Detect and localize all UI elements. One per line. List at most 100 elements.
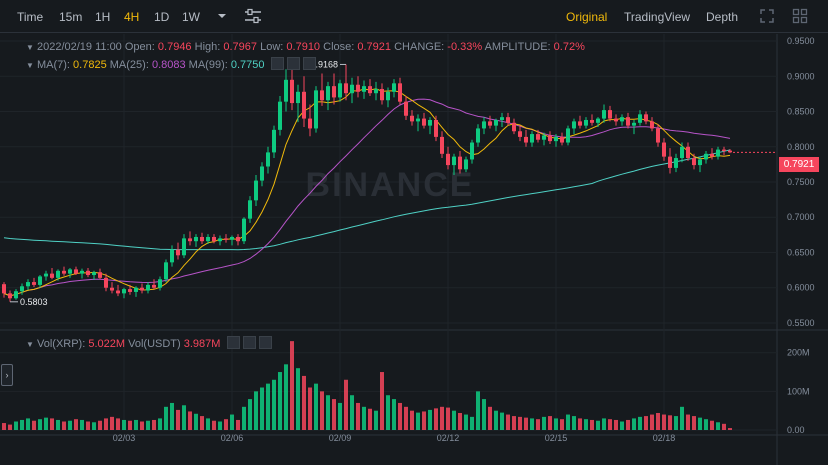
candle-body bbox=[26, 282, 30, 287]
vol-collapse-icon[interactable]: ▼ bbox=[26, 340, 34, 349]
volume-bar bbox=[320, 391, 324, 430]
ohlc-collapse-icon[interactable]: ▼ bbox=[26, 43, 34, 52]
volume-bar bbox=[266, 383, 270, 430]
volume-bar bbox=[272, 379, 276, 430]
volume-bar bbox=[590, 419, 594, 430]
candle-body bbox=[224, 238, 228, 240]
volume-bar bbox=[620, 421, 624, 430]
vol-settings-icon[interactable] bbox=[226, 336, 240, 349]
volume-bar bbox=[386, 395, 390, 430]
candle-body bbox=[368, 86, 372, 94]
candle-body bbox=[614, 118, 618, 122]
interval-dropdown-icon[interactable] bbox=[216, 11, 228, 21]
volume-bar bbox=[326, 395, 330, 430]
view-tradingview[interactable]: TradingView bbox=[624, 10, 691, 24]
volume-bar bbox=[596, 420, 600, 430]
settings-sliders-icon[interactable] bbox=[243, 8, 263, 24]
candle-body bbox=[590, 119, 594, 123]
interval-time[interactable]: Time bbox=[17, 10, 44, 24]
candle-body bbox=[176, 249, 180, 256]
candle-body bbox=[638, 114, 642, 123]
candle-body bbox=[434, 119, 438, 137]
candle-body bbox=[2, 284, 6, 294]
volume-bar bbox=[656, 413, 660, 430]
volume-bar bbox=[236, 419, 240, 430]
volume-bar bbox=[554, 418, 558, 430]
candle-body bbox=[344, 83, 348, 94]
low-annotation: 0.5803 bbox=[20, 297, 48, 307]
interval-4h[interactable]: 4H bbox=[124, 10, 140, 24]
candle-body bbox=[680, 146, 684, 159]
volume-bar bbox=[434, 408, 438, 430]
layout-grid-icon[interactable] bbox=[792, 8, 808, 24]
candle-body bbox=[338, 83, 342, 98]
candle-body bbox=[668, 156, 672, 168]
volume-bar bbox=[182, 405, 186, 430]
volume-bar bbox=[506, 414, 510, 430]
candle-body bbox=[608, 110, 612, 119]
ma-settings-icon[interactable] bbox=[270, 57, 284, 70]
volume-bar bbox=[110, 416, 114, 430]
ohlc-info-row: ▼ 2022/02/19 11:00 Open: 0.7946 High: 0.… bbox=[26, 41, 585, 53]
vol-close-icon[interactable] bbox=[258, 336, 272, 349]
volume-bar bbox=[482, 399, 486, 430]
volume-bar bbox=[296, 368, 300, 430]
candle-body bbox=[182, 238, 186, 256]
volume-bar bbox=[26, 418, 30, 430]
panel-expand-handle[interactable]: › bbox=[1, 364, 13, 386]
high-value: 0.7967 bbox=[223, 41, 258, 53]
candle-body bbox=[572, 121, 576, 129]
interval-1d[interactable]: 1D bbox=[154, 10, 170, 24]
volume-bar bbox=[200, 416, 204, 430]
view-depth[interactable]: Depth bbox=[706, 10, 739, 24]
fullscreen-icon[interactable] bbox=[759, 8, 775, 24]
volume-bar bbox=[140, 421, 144, 430]
volume-bar bbox=[404, 406, 408, 430]
volume-bar bbox=[422, 411, 426, 430]
ma-info-row: ▼ MA(7): 0.7825 MA(25): 0.8083 MA(99): 0… bbox=[26, 57, 316, 71]
candle-body bbox=[152, 284, 156, 288]
candle-body bbox=[506, 117, 510, 123]
view-original[interactable]: Original bbox=[566, 10, 608, 24]
volume-bar bbox=[704, 419, 708, 430]
candle-body bbox=[56, 270, 60, 278]
watermark: BINANCE bbox=[306, 166, 475, 204]
volume-bar bbox=[158, 418, 162, 430]
y-tick-label: 0.9500 bbox=[787, 36, 815, 46]
interval-1w[interactable]: 1W bbox=[182, 10, 200, 24]
current-price-tag: 0.7921 bbox=[779, 157, 819, 172]
volume-bar bbox=[512, 416, 516, 430]
candle-body bbox=[452, 156, 456, 166]
candle-body bbox=[104, 277, 108, 288]
candle-body bbox=[464, 159, 468, 170]
candle-body bbox=[50, 273, 54, 278]
vol-visibility-icon[interactable] bbox=[242, 336, 256, 349]
ma-collapse-icon[interactable]: ▼ bbox=[26, 61, 34, 70]
volume-bar bbox=[278, 372, 282, 430]
volume-bar bbox=[206, 418, 210, 430]
candle-body bbox=[686, 146, 690, 159]
volume-bar bbox=[584, 419, 588, 430]
candle-body bbox=[116, 290, 120, 294]
interval-1h[interactable]: 1H bbox=[95, 10, 111, 24]
volume-bar bbox=[176, 409, 180, 430]
candle-body bbox=[290, 79, 294, 104]
candle-body bbox=[20, 286, 24, 292]
volume-bar bbox=[452, 410, 456, 430]
y-tick-label: 0.7500 bbox=[787, 177, 815, 187]
candle-body bbox=[128, 289, 132, 292]
candle-body bbox=[320, 90, 324, 101]
candle-body bbox=[146, 284, 150, 291]
interval-15m[interactable]: 15m bbox=[59, 10, 83, 24]
volume-bar bbox=[542, 416, 546, 430]
candle-body bbox=[704, 153, 708, 160]
low-label: Low: bbox=[260, 41, 284, 53]
ma-visibility-icon[interactable] bbox=[286, 57, 300, 70]
candle-body bbox=[560, 136, 564, 143]
candle-body bbox=[380, 88, 384, 101]
ma-close-icon[interactable] bbox=[302, 57, 316, 70]
volume-bar bbox=[38, 419, 42, 430]
volume-bar bbox=[8, 424, 12, 430]
volume-bar bbox=[710, 420, 714, 430]
